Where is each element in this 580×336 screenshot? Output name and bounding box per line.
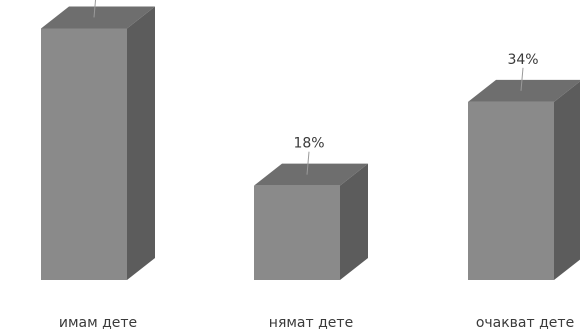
leader-line-2 <box>306 151 310 175</box>
data-label-3: 34% <box>507 52 538 68</box>
category-label-3: очакват дете <box>476 315 574 331</box>
leader-line-3 <box>520 67 524 91</box>
bar-top-1 <box>41 6 155 29</box>
bar-side-2 <box>340 163 368 280</box>
bar-1 <box>41 28 127 281</box>
leader-line-1 <box>93 0 97 18</box>
bar-top-3 <box>468 79 580 102</box>
bar-2 <box>254 185 340 280</box>
bar-side-3 <box>554 81 580 280</box>
data-label-2: 18% <box>293 136 324 152</box>
bar-3 <box>468 101 554 280</box>
category-label-2: нямат дете <box>269 315 353 331</box>
category-label-1: имам дете <box>59 315 137 331</box>
bar-side-1 <box>127 6 155 280</box>
bar-top-2 <box>254 163 368 186</box>
